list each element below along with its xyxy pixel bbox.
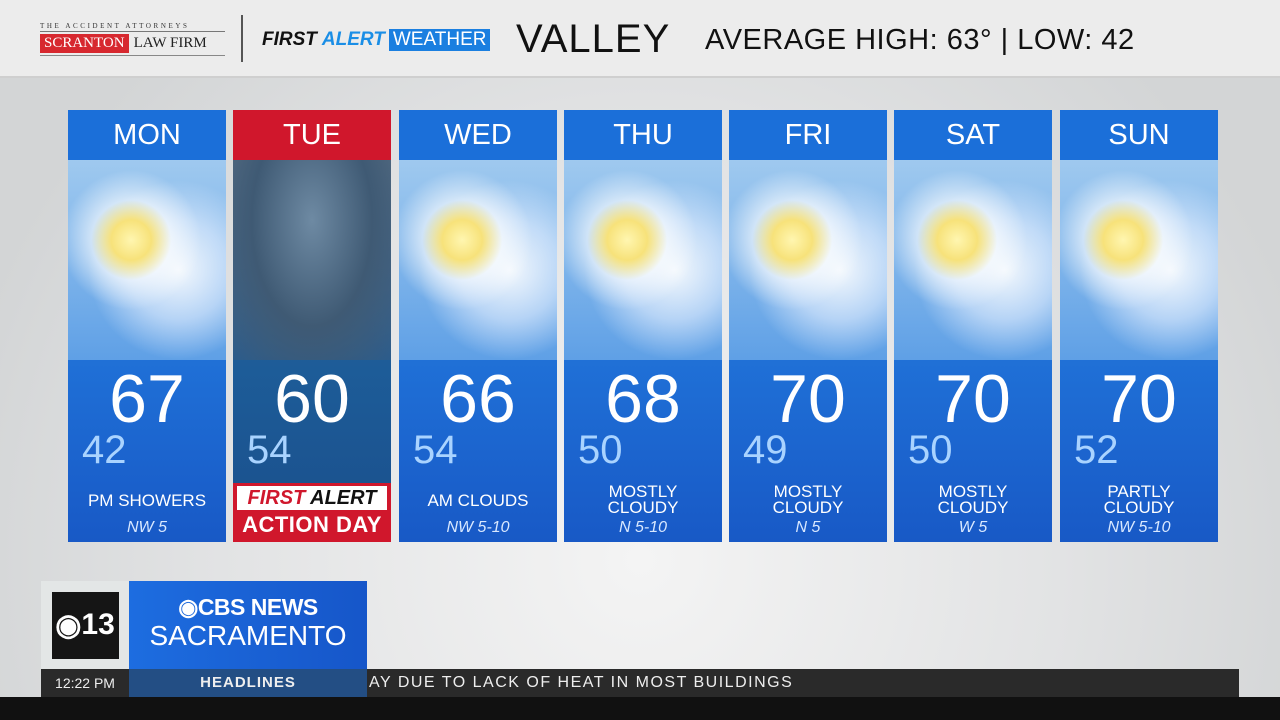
news-ticker: 12:22 PM HEADLINES AY DUE TO LACK OF HEA… — [41, 669, 1239, 697]
network-name: ◉CBS NEWS — [178, 594, 318, 620]
forecast-day-tue: TUE 60 54 FIRST ALERT ACTION DAY — [233, 110, 391, 542]
sun-cloud-icon — [1060, 160, 1218, 360]
low-temp: 50 — [578, 428, 623, 472]
high-temp: 70 — [770, 361, 846, 437]
sun-cloud-icon — [564, 160, 722, 360]
region-title: VALLEY — [516, 17, 671, 61]
sun-cloud-icon — [894, 160, 1052, 360]
cbs13-logo: ◉ 13 — [51, 591, 119, 659]
high-temp: 70 — [935, 361, 1011, 437]
sponsor-tagline: THE ACCIDENT ATTORNEYS — [40, 22, 225, 32]
sun-cloud-icon — [399, 160, 557, 360]
city-name: SACRAMENTO — [149, 620, 347, 651]
condition: MOSTLY CLOUDY — [937, 482, 1009, 517]
day-label: THU — [564, 110, 722, 160]
brand-first: FIRST — [262, 29, 317, 50]
average-temps: AVERAGE HIGH: 63° | LOW: 42 — [705, 24, 1135, 56]
low-temp: 54 — [247, 428, 292, 472]
brand-alert: ALERT — [321, 29, 385, 50]
divider — [241, 15, 243, 62]
day-label: MON — [68, 110, 226, 160]
high-temp: 68 — [605, 361, 681, 437]
sponsor-logo: THE ACCIDENT ATTORNEYS SCRANTON LAW FIRM — [40, 22, 225, 56]
high-temp: 60 — [274, 361, 350, 437]
low-temp: 52 — [1074, 428, 1119, 472]
wind: NW 5-10 — [446, 519, 510, 536]
station-logo: ◉ 13 ◉CBS NEWS SACRAMENTO — [41, 581, 367, 669]
forecast-day-sat: SAT 70 50 MOSTLY CLOUDY W 5 — [894, 110, 1052, 542]
forecast-day-sun: SUN 70 52 PARTLY CLOUDY NW 5-10 — [1060, 110, 1218, 542]
first-alert-weather-logo: FIRST ALERT WEATHER — [262, 29, 491, 51]
sun-cloud-icon — [68, 160, 226, 360]
day-label: SAT — [894, 110, 1052, 160]
top-bar: THE ACCIDENT ATTORNEYS SCRANTON LAW FIRM … — [0, 0, 1280, 78]
condition: MOSTLY CLOUDY — [607, 482, 679, 517]
high-temp: 67 — [109, 361, 185, 437]
day-label: FRI — [729, 110, 887, 160]
forecast-day-fri: FRI 70 49 MOSTLY CLOUDY N 5 — [729, 110, 887, 542]
low-temp: 54 — [413, 428, 458, 472]
day-label: WED — [399, 110, 557, 160]
wind: NW 5-10 — [1107, 519, 1171, 536]
high-temp: 70 — [1101, 361, 1177, 437]
rain-cloud-icon — [233, 160, 391, 360]
high-temp: 66 — [440, 361, 516, 437]
wind: W 5 — [958, 519, 988, 536]
sponsor-name-rest: LAW FIRM — [133, 35, 207, 51]
low-temp: 49 — [743, 428, 788, 472]
low-temp: 50 — [908, 428, 953, 472]
forecast-day-wed: WED 66 54 AM CLOUDS NW 5-10 — [399, 110, 557, 542]
forecast-day-mon: MON 67 42 PM SHOWERS NW 5 — [68, 110, 226, 542]
clock: 12:22 PM — [55, 675, 115, 691]
sponsor-name: SCRANTON — [40, 34, 129, 53]
day-label: TUE — [233, 110, 391, 160]
bottom-bar — [0, 697, 1280, 720]
ticker-label: HEADLINES — [129, 669, 367, 697]
sun-cloud-icon — [729, 160, 887, 360]
condition: PARTLY CLOUDY — [1103, 482, 1175, 517]
wind: N 5-10 — [618, 519, 668, 536]
condition: MOSTLY CLOUDY — [772, 482, 844, 517]
condition: PM SHOWERS — [87, 491, 207, 510]
condition: AM CLOUDS — [427, 491, 529, 510]
brand-weather: WEATHER — [388, 29, 491, 51]
forecast-day-thu: THU 68 50 MOSTLY CLOUDY N 5-10 — [564, 110, 722, 542]
day-label: SUN — [1060, 110, 1218, 160]
ticker-text: AY DUE TO LACK OF HEAT IN MOST BUILDINGS — [369, 674, 794, 691]
wind: NW 5 — [127, 519, 167, 536]
first-alert-action-day-badge: FIRST ALERT ACTION DAY — [233, 483, 391, 542]
low-temp: 42 — [82, 428, 127, 472]
wind: N 5 — [795, 519, 821, 536]
